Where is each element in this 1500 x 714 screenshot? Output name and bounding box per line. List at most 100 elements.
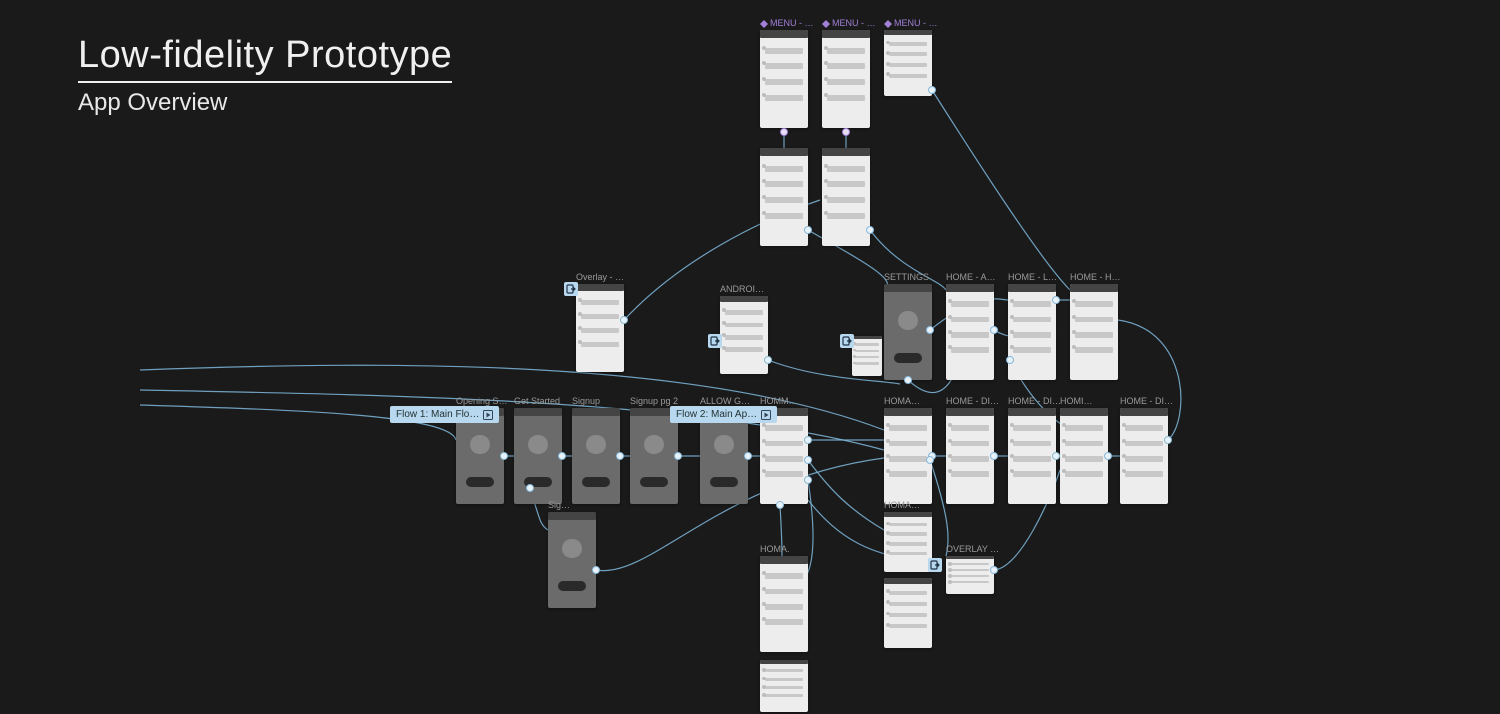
connection-node[interactable] (804, 476, 812, 484)
connection-node[interactable] (1164, 436, 1172, 444)
screen-label: Get Started (514, 396, 560, 406)
content-row (855, 362, 879, 364)
screen-thumbnail[interactable] (946, 408, 994, 504)
content-row (951, 581, 989, 583)
avatar-icon (722, 321, 726, 325)
screen-thumbnail[interactable] (572, 408, 620, 504)
avatar-icon (824, 179, 828, 183)
screen-thumbnail[interactable] (1070, 284, 1118, 380)
content-row (827, 48, 865, 54)
avatar-icon (886, 550, 890, 554)
screen-label: Overlay - … (576, 272, 624, 282)
connection-node[interactable] (804, 436, 812, 444)
screen-thumbnail[interactable] (822, 148, 870, 246)
screen-thumbnail[interactable] (760, 148, 808, 246)
connection-node[interactable] (928, 86, 936, 94)
avatar-icon (762, 439, 766, 443)
connection-node[interactable] (1006, 356, 1014, 364)
content-row (1125, 456, 1163, 462)
screen-thumbnail[interactable] (884, 408, 932, 504)
screen-thumbnail[interactable] (946, 556, 994, 594)
connection-node[interactable] (842, 128, 850, 136)
enter-icon (842, 336, 852, 346)
content-row (889, 63, 927, 67)
connection-node[interactable] (558, 452, 566, 460)
flow-edge (932, 90, 1070, 290)
screen-thumbnail[interactable] (548, 512, 596, 608)
content-row (765, 619, 803, 625)
connection-node[interactable] (904, 376, 912, 384)
screen-thumbnail[interactable] (822, 30, 870, 128)
screen-thumbnail[interactable] (884, 578, 932, 648)
avatar-icon (948, 454, 952, 458)
connection-node[interactable] (592, 566, 600, 574)
content-row (1013, 456, 1051, 462)
content-row (1013, 471, 1051, 477)
logo-placeholder (586, 435, 605, 454)
screen-thumbnail[interactable] (514, 408, 562, 504)
screen-thumbnail[interactable] (1008, 408, 1056, 504)
interaction-marker-icon[interactable] (840, 334, 854, 348)
connection-node[interactable] (804, 456, 812, 464)
connection-node[interactable] (1052, 296, 1060, 304)
content-row (765, 573, 803, 579)
connection-node[interactable] (500, 452, 508, 460)
connection-node[interactable] (1104, 452, 1112, 460)
connection-node[interactable] (526, 484, 534, 492)
connection-node[interactable] (776, 501, 784, 509)
interaction-marker-icon[interactable] (928, 558, 942, 572)
avatar-icon (1010, 423, 1014, 427)
screen-thumbnail[interactable] (884, 512, 932, 572)
screen-thumbnail[interactable] (884, 30, 932, 96)
screen-thumbnail[interactable] (576, 284, 624, 372)
connection-node[interactable] (620, 316, 628, 324)
connection-node[interactable] (1052, 452, 1060, 460)
interaction-marker-icon[interactable] (564, 282, 578, 296)
flow-canvas[interactable]: MENU - …MENU - …MENU - …Overlay - …ANDRO… (0, 0, 1500, 714)
flow-start-tag[interactable]: Flow 1: Main Flo… (390, 406, 499, 423)
content-row (1013, 347, 1051, 353)
screen-thumbnail[interactable] (720, 296, 768, 374)
screen-thumbnail[interactable] (884, 284, 932, 380)
avatar-icon (1010, 299, 1014, 303)
connection-node[interactable] (990, 566, 998, 574)
avatar-icon (762, 179, 766, 183)
avatar-icon (824, 61, 828, 65)
screen-thumbnail[interactable] (760, 660, 808, 712)
flow-start-tag[interactable]: Flow 2: Main Ap… (670, 406, 777, 423)
content-row (765, 678, 803, 681)
status-bar (1060, 408, 1108, 416)
avatar-icon (762, 423, 766, 427)
interaction-marker-icon[interactable] (708, 334, 722, 348)
content-row (827, 181, 865, 187)
connection-node[interactable] (780, 128, 788, 136)
content-row (951, 456, 989, 462)
avatar-icon (1062, 423, 1066, 427)
screen-thumbnail[interactable] (1060, 408, 1108, 504)
status-bar (760, 30, 808, 38)
content-row (765, 441, 803, 447)
connection-node[interactable] (926, 326, 934, 334)
connection-node[interactable] (926, 456, 934, 464)
screen-thumbnail[interactable] (1120, 408, 1168, 504)
screen-thumbnail[interactable] (760, 556, 808, 652)
status-bar (760, 148, 808, 156)
content-row (889, 52, 927, 56)
status-bar (576, 284, 624, 291)
status-bar (514, 408, 562, 416)
screen-thumbnail[interactable] (760, 30, 808, 128)
connection-node[interactable] (990, 452, 998, 460)
screen-thumbnail[interactable] (946, 284, 994, 380)
connection-node[interactable] (674, 452, 682, 460)
avatar-icon (762, 164, 766, 168)
connection-node[interactable] (616, 452, 624, 460)
connection-node[interactable] (764, 356, 772, 364)
avatar-icon (948, 580, 952, 584)
connection-node[interactable] (866, 226, 874, 234)
connection-node[interactable] (744, 452, 752, 460)
content-row (827, 166, 865, 172)
screen-thumbnail[interactable] (1008, 284, 1056, 380)
connection-node[interactable] (804, 226, 812, 234)
screen-thumbnail[interactable] (852, 336, 882, 376)
connection-node[interactable] (990, 326, 998, 334)
